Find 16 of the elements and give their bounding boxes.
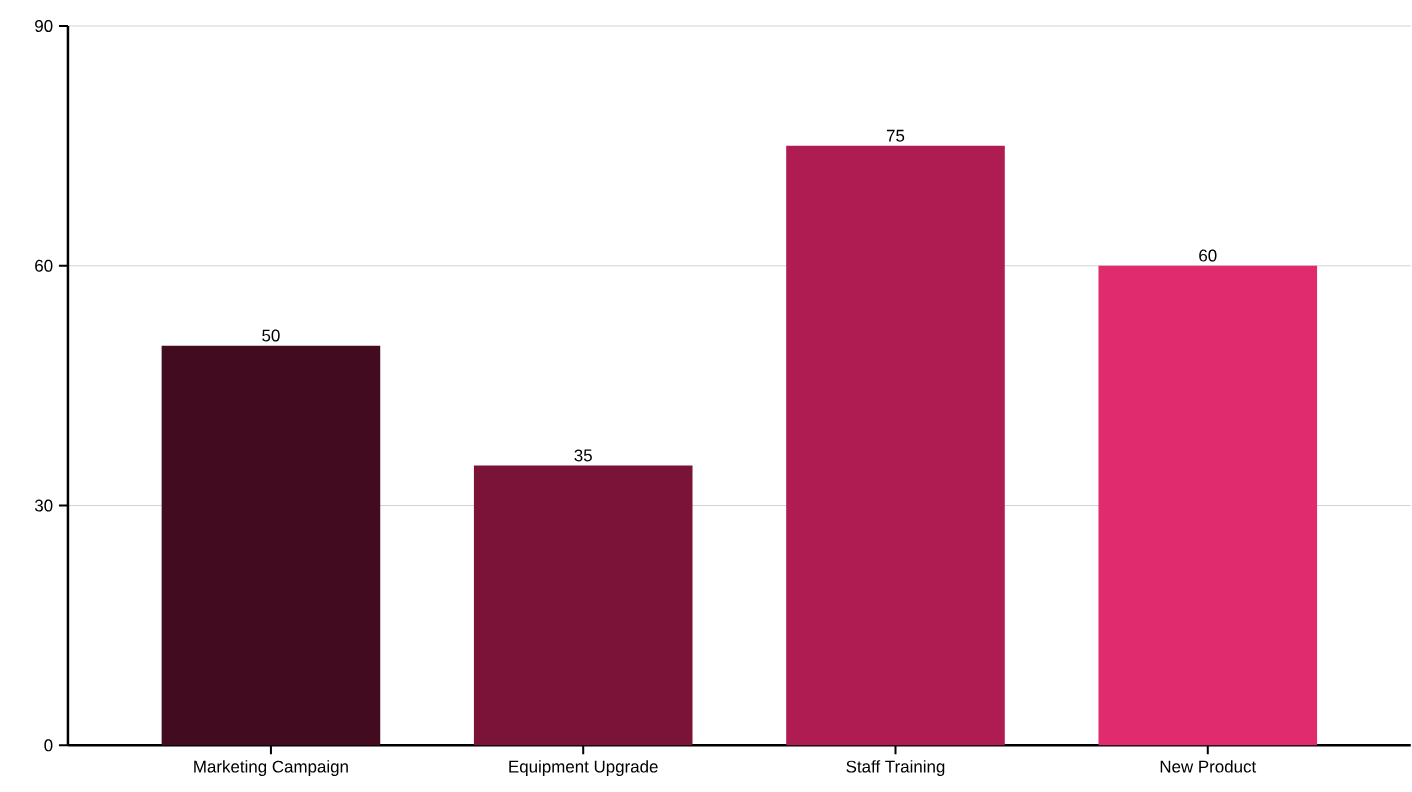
bar bbox=[1098, 265, 1318, 746]
y-tick-label: 60 bbox=[35, 259, 53, 272]
x-tick-label: Equipment Upgrade bbox=[509, 760, 658, 776]
data-label: 50 bbox=[262, 329, 280, 342]
x-tick-label: Marketing Campaign bbox=[194, 760, 348, 776]
x-tick-label: New Product bbox=[1160, 760, 1257, 773]
bar bbox=[786, 145, 1005, 746]
y-tick-label: 0 bbox=[44, 739, 53, 752]
data-label: 75 bbox=[886, 129, 905, 142]
data-label: 60 bbox=[1199, 249, 1217, 262]
y-tick-label: 90 bbox=[35, 19, 53, 32]
bar bbox=[473, 465, 693, 746]
x-tick-label: Staff Training bbox=[846, 760, 945, 776]
bar bbox=[161, 345, 381, 746]
data-label: 35 bbox=[574, 449, 592, 462]
y-tick-label: 30 bbox=[34, 499, 53, 512]
